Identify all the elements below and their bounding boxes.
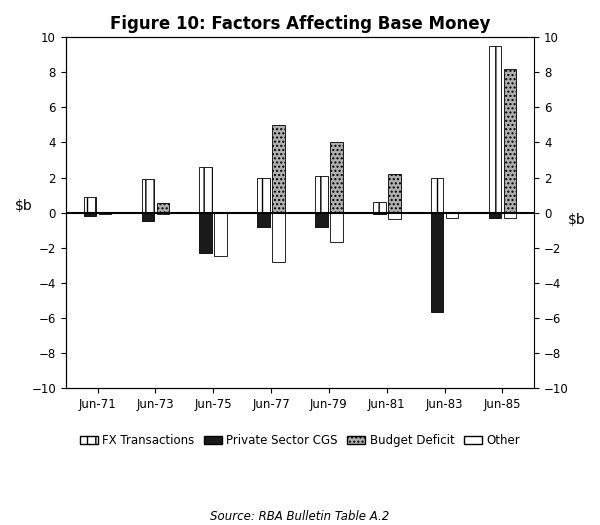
Bar <box>98 213 112 214</box>
Bar <box>157 213 169 214</box>
Bar <box>199 167 212 213</box>
Bar <box>330 213 343 243</box>
Bar <box>388 213 401 219</box>
Bar <box>83 213 97 216</box>
Bar <box>142 213 154 222</box>
Bar <box>431 213 443 312</box>
Bar <box>272 213 285 261</box>
Bar <box>488 213 502 218</box>
Bar <box>272 125 285 213</box>
Y-axis label: $b: $b <box>568 213 586 227</box>
Bar <box>388 174 401 213</box>
Bar <box>503 213 517 218</box>
Bar <box>142 179 154 213</box>
Text: Source: RBA Bulletin Table A.2: Source: RBA Bulletin Table A.2 <box>211 510 389 523</box>
Bar <box>315 213 328 227</box>
Bar <box>83 197 97 213</box>
Bar <box>431 177 443 213</box>
Bar <box>257 213 270 227</box>
Bar <box>503 69 517 213</box>
Bar <box>257 177 270 213</box>
Bar <box>157 203 169 213</box>
Legend: FX Transactions, Private Sector CGS, Budget Deficit, Other: FX Transactions, Private Sector CGS, Bud… <box>75 429 525 452</box>
Bar <box>199 213 212 253</box>
Bar <box>315 176 328 213</box>
Bar <box>373 202 386 213</box>
Bar <box>373 213 386 214</box>
Bar <box>330 142 343 213</box>
Title: Figure 10: Factors Affecting Base Money: Figure 10: Factors Affecting Base Money <box>110 15 490 33</box>
Bar <box>488 46 502 213</box>
Bar <box>446 213 458 218</box>
Y-axis label: $b: $b <box>14 198 32 213</box>
Bar <box>214 213 227 256</box>
